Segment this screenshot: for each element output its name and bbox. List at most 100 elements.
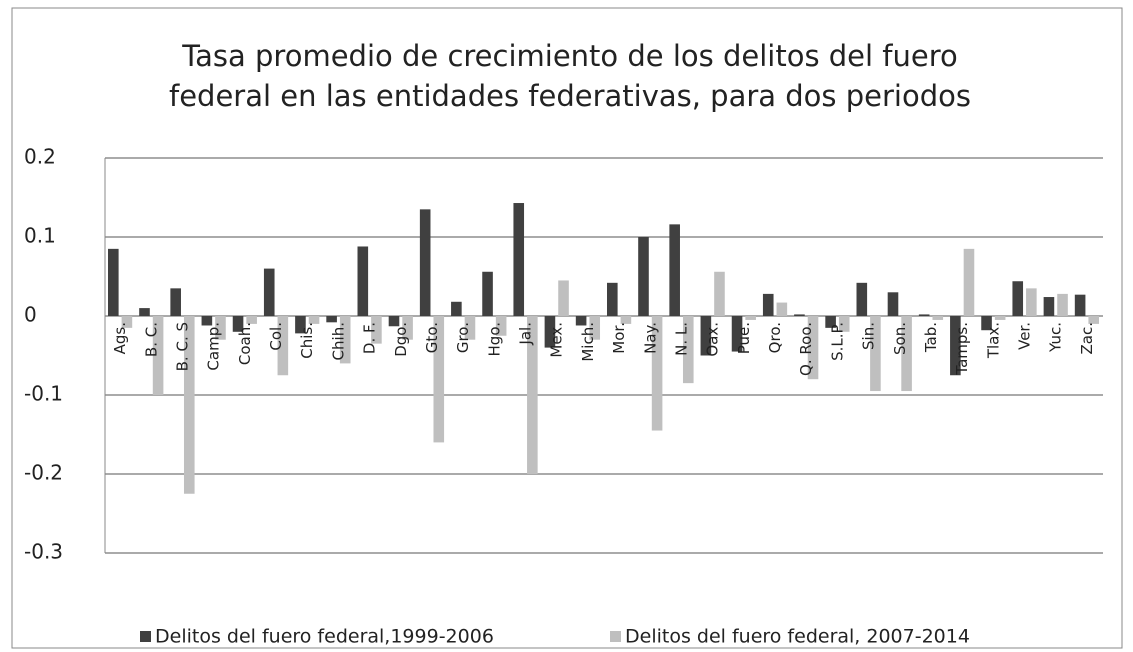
y-tick-label: 0 [24,303,37,327]
bar [838,316,850,332]
bar [682,316,694,384]
bar [326,316,337,323]
x-tick-label: Nay. [641,322,659,354]
bar [856,282,868,316]
x-tick-label: Q. Roo. [797,322,815,376]
x-tick-label: Zac. [1078,322,1096,354]
x-tick-label: Camp. [205,322,223,371]
bar [762,293,774,316]
bar [901,316,912,392]
bar [308,316,320,324]
bar [495,316,507,336]
x-tick-label: Tamps. [953,322,971,376]
bar [776,302,788,316]
bar [513,203,525,316]
y-tick-label: -0.3 [24,540,63,564]
bar [215,316,226,340]
x-tick-label: Son. [891,322,909,355]
x-tick-label: Jal. [517,322,535,346]
bar [402,316,413,340]
x-tick-label: Pue. [735,322,753,354]
x-tick-label: Ver. [1016,322,1034,350]
x-tick-label: Tlax. [984,322,1002,359]
bar [807,316,819,380]
x-tick-label: Coah. [236,322,254,365]
x-tick-label: Mich. [579,322,597,362]
x-tick-label: Sin. [860,322,878,350]
x-tick-label: D. F. [361,322,379,354]
chart-title: Tasa promedio de crecimiento de los deli… [169,39,971,113]
x-tick-label: N. L. [672,322,690,356]
bar [152,316,164,395]
bar [451,301,462,316]
bar [1057,293,1068,316]
bar [388,316,400,327]
x-tick-label: B. C. [142,322,160,357]
x-tick-label: Mor. [610,322,628,354]
bar [246,316,257,324]
x-tick-label: Ags. [111,322,129,354]
legend-label: Delitos del fuero federal,1999-2006 [155,626,494,648]
bar [825,316,836,328]
bar [339,316,351,364]
bar [700,316,712,356]
x-tick-label: Gto. [423,322,441,353]
bar [1088,316,1100,324]
bar [950,316,961,376]
x-tick-label: Gro. [454,322,472,353]
bar [201,316,213,326]
bar [263,268,275,316]
x-tick-label: Dgo. [392,322,410,357]
x-tick-label: Chih. [329,322,347,360]
x-tick-label: Mex. [548,322,566,358]
bar [918,314,930,316]
bar [638,237,649,316]
x-tick-label: Qro. [766,322,784,353]
y-tick-label: -0.1 [24,382,63,406]
x-tick-label: Yuc. [1047,322,1065,353]
legend-swatch [610,631,621,642]
x-tick-label: Col. [267,322,285,351]
bar [277,316,289,376]
y-tick-label: 0.2 [24,145,56,169]
bar [232,316,244,332]
bar [1074,294,1086,316]
bar [870,316,881,392]
x-tick-label: Tab. [922,322,940,353]
bar [669,224,680,316]
bar [544,316,556,348]
bar [589,316,601,340]
bar [1043,297,1055,316]
bar [731,316,743,352]
bar [887,292,899,316]
bar [108,248,119,316]
bar [295,316,306,334]
bar [121,316,133,328]
bar [464,316,476,340]
bar [139,308,150,316]
chart-border [11,7,1123,649]
bar [433,316,445,443]
bar [419,209,431,316]
legend-swatch [140,631,151,642]
bar [558,280,569,316]
x-tick-label: Hgo. [485,322,503,356]
bar [357,246,369,316]
x-tick-label: S.L.P. [828,322,846,361]
bar [183,316,195,494]
bar [620,316,632,324]
bar [482,271,493,316]
bar [651,316,663,431]
bar [994,316,1006,320]
bar [981,316,992,331]
y-tick-label: -0.2 [24,461,63,485]
x-tick-label: B. C. S [173,322,191,371]
y-tick-label: 0.1 [24,224,56,248]
bar [745,316,756,320]
bar [575,316,587,326]
legend-label: Delitos del fuero federal, 2007-2014 [625,626,970,648]
x-tick-label: Oax. [704,322,722,357]
bar [371,316,382,344]
